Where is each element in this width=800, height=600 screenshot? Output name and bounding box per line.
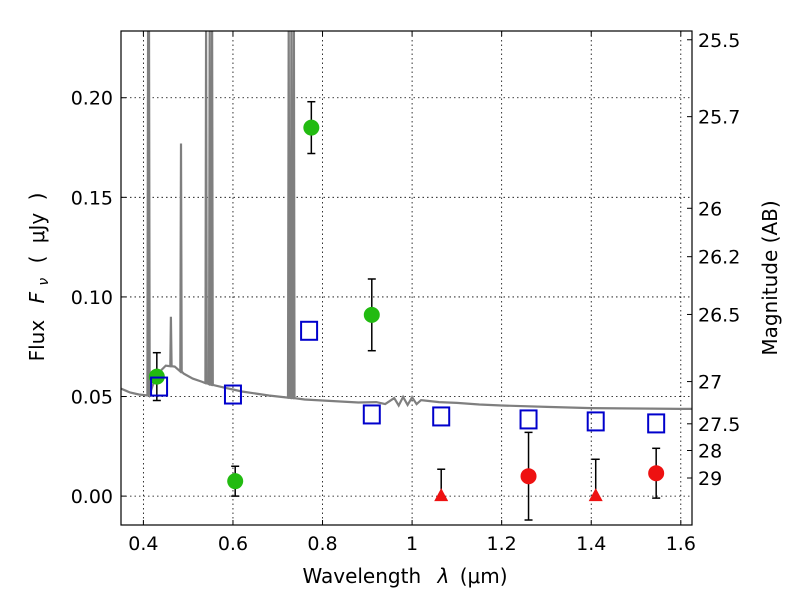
y-axis-title-text: Flux bbox=[25, 320, 49, 362]
x-axis-title-text: Wavelength bbox=[302, 564, 421, 588]
y2-tick-label: 25.7 bbox=[698, 107, 740, 129]
y2-tick-label: 28 bbox=[698, 441, 722, 463]
data-points bbox=[148, 100, 666, 521]
square-point bbox=[519, 409, 538, 430]
square-point bbox=[647, 413, 666, 434]
y2-tick-label: 27.5 bbox=[698, 414, 740, 436]
spectrum-layer bbox=[121, 31, 692, 410]
triangle-point bbox=[434, 488, 449, 502]
x-tick-label: 0.6 bbox=[218, 533, 248, 555]
y-tick-label: 0.20 bbox=[71, 88, 113, 110]
y-axis-title-paren-close: ) bbox=[25, 193, 49, 201]
y2-axis-title: Magnitude (AB) bbox=[758, 200, 782, 355]
square-point bbox=[300, 320, 319, 341]
circle-point bbox=[363, 306, 380, 323]
x-tick-label: 1.2 bbox=[487, 533, 517, 555]
square-point bbox=[586, 411, 605, 432]
spectrum-line bbox=[121, 31, 692, 410]
y-tick-label: 0.10 bbox=[71, 287, 113, 309]
y2-tick-label: 27 bbox=[698, 372, 722, 394]
square-point bbox=[362, 404, 381, 425]
triangle-point bbox=[588, 488, 603, 502]
x-axis-title-unit: (μm) bbox=[460, 564, 508, 588]
x-tick-label: 0.8 bbox=[307, 533, 337, 555]
y-tick-label: 0.05 bbox=[71, 387, 113, 409]
x-axis-title: Wavelength λ (μm) bbox=[302, 564, 507, 588]
circle-point bbox=[648, 465, 665, 482]
x-axis-title-symbol: λ bbox=[437, 564, 450, 588]
y2-tick-label: 26.2 bbox=[698, 247, 740, 269]
y-axis-title-paren-open: ( bbox=[25, 256, 49, 264]
axis-ticks: 0.4 0.6 0.8 1 1.2 1.4 1.6 0.00 0.05 0.10 0.15 0.20 2… bbox=[71, 30, 741, 555]
x-tick-label: 1.4 bbox=[576, 533, 606, 555]
plot-frame bbox=[120, 30, 693, 526]
y-tick-label: 0.15 bbox=[71, 187, 113, 209]
y-tick-label: 0.00 bbox=[71, 486, 113, 508]
grid bbox=[121, 31, 692, 525]
square-point bbox=[150, 376, 169, 397]
y-axis-title-subscript: ν bbox=[36, 278, 52, 286]
x-tick-label: 1.6 bbox=[666, 533, 696, 555]
x-tick-label: 1 bbox=[406, 533, 418, 555]
y2-tick-label: 26 bbox=[698, 198, 722, 220]
x-tick-label: 0.4 bbox=[128, 533, 158, 555]
y-axis-title-unit: μJy bbox=[25, 213, 49, 244]
square-point bbox=[223, 384, 242, 405]
y-axis-title: Flux F ν ( μJy ) bbox=[25, 193, 53, 362]
y2-tick-label: 26.5 bbox=[698, 304, 740, 326]
y2-tick-label: 25.5 bbox=[698, 30, 740, 52]
circle-point bbox=[520, 468, 537, 485]
circle-point bbox=[303, 119, 320, 136]
square-point bbox=[432, 406, 451, 427]
y2-tick-label: 29 bbox=[698, 468, 722, 490]
y-axis-title-symbol: F bbox=[25, 291, 49, 303]
circle-point bbox=[227, 473, 244, 490]
